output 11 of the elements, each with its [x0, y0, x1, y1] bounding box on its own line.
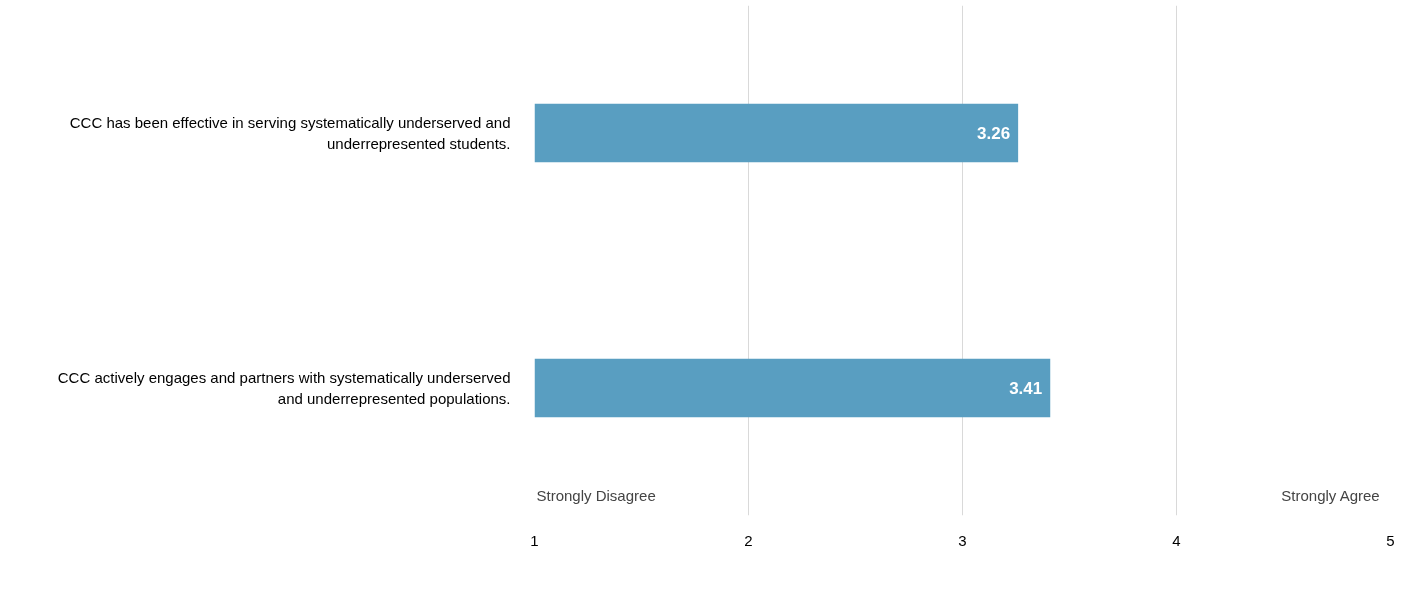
annotation: Strongly Disagree: [536, 486, 656, 504]
x-tick-label: 1: [530, 531, 539, 549]
x-tick-label: 4: [1172, 531, 1181, 549]
data-label: 3.26: [977, 124, 1011, 143]
x-tick-label: 3: [958, 531, 967, 549]
y-tick-label: CCC actively engages and partners with systematically underserved and underrepresented populations.: [57, 369, 511, 407]
annotation: Strongly Agree: [1281, 486, 1380, 504]
x-tick-label: 2: [744, 531, 753, 549]
data-label: 3.41: [1009, 379, 1043, 398]
x-tick-label: 5: [1386, 531, 1395, 549]
y-tick-label: CCC has been effective in serving systematically underserved and underrepresented students.: [69, 114, 511, 152]
